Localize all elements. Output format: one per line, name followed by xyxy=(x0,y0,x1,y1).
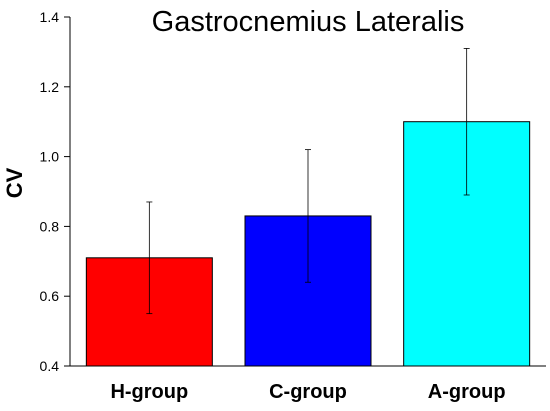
y-axis-label: CV xyxy=(2,167,27,198)
x-tick-label: A-group xyxy=(428,381,506,403)
y-tick-label: 0.6 xyxy=(40,288,60,304)
x-tick-labels: H-group C-group A-group xyxy=(110,381,505,403)
y-tick-label: 0.4 xyxy=(40,358,60,374)
y-tick-label: 0.8 xyxy=(40,218,60,234)
y-ticks: 0.4 0.6 0.8 1.0 1.2 1.4 xyxy=(40,9,70,374)
error-bars xyxy=(146,48,470,315)
y-tick-label: 1.4 xyxy=(40,9,60,25)
y-tick-label: 1.0 xyxy=(40,149,60,165)
y-tick-label: 1.2 xyxy=(40,79,60,95)
x-tick-label: C-group xyxy=(269,381,347,403)
chart-title: Gastrocnemius Lateralis xyxy=(152,6,465,38)
x-tick-label: H-group xyxy=(110,381,188,403)
